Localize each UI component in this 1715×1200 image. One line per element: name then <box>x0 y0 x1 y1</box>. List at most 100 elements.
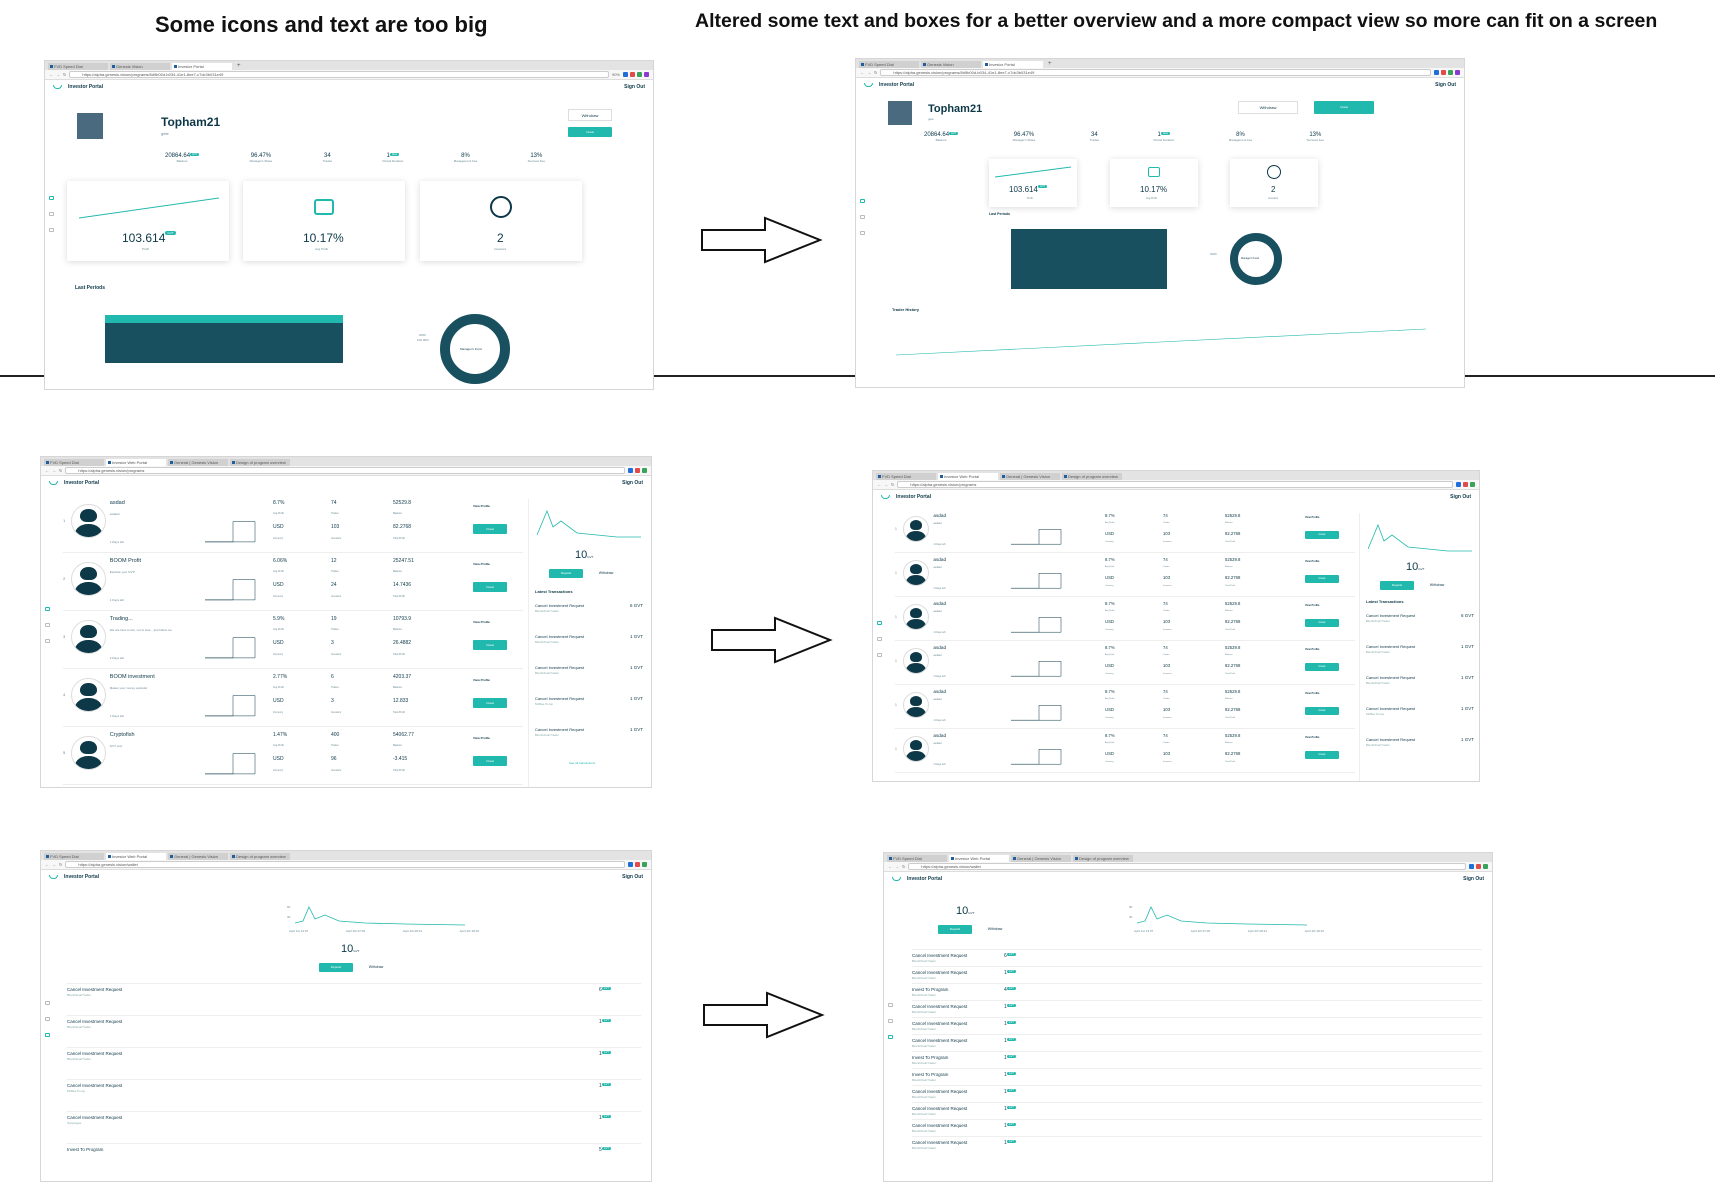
program-name[interactable]: BOOM Profit <box>109 557 141 564</box>
transaction-row[interactable]: Invest To Program BlockChainTrader 1 GVT <box>912 1051 1482 1068</box>
programs-nav-icon[interactable] <box>887 1003 893 1007</box>
wallet-nav-icon[interactable] <box>44 1033 50 1037</box>
transaction-row[interactable]: Cancel Investment Request BlockChainTrade… <box>912 949 1482 966</box>
wallet-nav-icon[interactable] <box>48 228 54 232</box>
portfolio-nav-icon[interactable] <box>48 212 54 216</box>
back-icon[interactable]: ← <box>45 862 49 867</box>
browser-tab[interactable]: FVD Speed Dial <box>876 473 936 480</box>
withdraw-button[interactable]: Withdraw <box>987 927 1003 931</box>
signout-link[interactable]: Sign Out <box>1450 494 1471 500</box>
browser-tab[interactable]: Design of program overview <box>1073 855 1133 862</box>
zoom-level[interactable]: 90% <box>611 72 620 77</box>
program-name[interactable]: Cryptofish <box>109 731 135 738</box>
view-profile-button[interactable]: View Profile <box>1305 691 1320 695</box>
invest-button[interactable]: Invest <box>1305 751 1339 759</box>
program-row[interactable]: 1 asdad asdasd 1 Days left 8.7% Avg Profit USD… <box>895 509 1355 553</box>
transaction-row[interactable]: Cancel Investment Request BlockChainTrade… <box>912 1119 1482 1136</box>
invest-button[interactable]: Invest <box>473 524 507 535</box>
url-input[interactable]: https://alpha.genesis.vision/programs <box>897 481 1453 488</box>
transaction-row[interactable]: Cancel Investment Request BlockChainTrade… <box>67 1015 641 1047</box>
program-row[interactable]: 1 asdad asdasd 1 Days left 8.7% Avg Profit USD… <box>895 729 1355 773</box>
transaction-row[interactable]: Cancel Investment Request BlockChainTrade… <box>912 1017 1482 1034</box>
new-tab-button[interactable]: + <box>237 63 241 69</box>
url-input[interactable]: https://alpha.genesis.vision/programs <box>65 467 625 474</box>
invest-button[interactable]: Invest <box>1314 101 1374 114</box>
programs-nav-icon[interactable] <box>859 199 865 203</box>
transaction-row[interactable]: Cancel Investment Request BlockChainTrade… <box>912 1136 1482 1153</box>
toolbar-icons[interactable] <box>1434 70 1460 75</box>
program-name[interactable]: asdad <box>933 556 947 562</box>
program-name[interactable]: asdad <box>109 499 125 506</box>
toolbar-icons[interactable] <box>623 72 649 77</box>
deposit-button[interactable]: Deposit <box>549 569 583 578</box>
wallet-nav-icon[interactable] <box>859 231 865 235</box>
browser-tab[interactable]: FVD Speed Dial <box>887 855 947 862</box>
browser-tab[interactable]: FVD Speed Dial <box>44 853 104 860</box>
forward-icon[interactable]: → <box>867 70 871 75</box>
forward-icon[interactable]: → <box>52 468 56 473</box>
wallet-nav-icon[interactable] <box>44 639 50 643</box>
portfolio-nav-icon[interactable] <box>44 623 50 627</box>
transaction-row[interactable]: Cancel Investment Request Sunplugee 1 GVT <box>67 1111 641 1143</box>
portfolio-nav-icon[interactable] <box>44 1017 50 1021</box>
withdraw-button[interactable]: Withdraw <box>368 965 384 969</box>
view-profile-button[interactable]: View Profile <box>1305 603 1320 607</box>
browser-tab[interactable]: FVD Speed Dial <box>48 63 108 70</box>
back-icon[interactable]: ← <box>49 72 53 77</box>
withdraw-button[interactable]: Withdraw <box>598 571 614 575</box>
transaction-row[interactable]: Cancel Investment Request BlockChainTrade… <box>535 634 643 665</box>
program-row[interactable]: 1 asdad asdasd 1 Days left 8.7% Avg Profit USD… <box>63 495 523 553</box>
reload-icon[interactable]: ↻ <box>891 482 895 487</box>
invest-button[interactable]: Invest <box>568 127 612 137</box>
transaction-row[interactable]: Cancel Investment Request BlockChainTrade… <box>912 966 1482 983</box>
signout-link[interactable]: Sign Out <box>1463 876 1484 882</box>
browser-tab[interactable]: General | Genesis Vision <box>1011 855 1071 862</box>
toolbar-icons[interactable] <box>628 862 647 867</box>
transaction-row[interactable]: Cancel Investment Request BlockChainTrade… <box>912 1102 1482 1119</box>
browser-tab[interactable]: Design of program overview <box>230 853 290 860</box>
reload-icon[interactable]: ↻ <box>59 862 63 867</box>
forward-icon[interactable]: → <box>884 482 888 487</box>
invest-button[interactable]: Invest <box>1305 707 1339 715</box>
deposit-button[interactable]: Deposit <box>1380 581 1414 590</box>
logo-icon[interactable] <box>881 495 890 499</box>
forward-icon[interactable]: → <box>895 864 899 869</box>
view-profile-button[interactable]: View Profile <box>473 677 490 682</box>
transaction-row[interactable]: Cancel Investment Request BlockChainTrade… <box>535 727 643 758</box>
transaction-row[interactable]: Cancel Investment Request McBee Pump 1 GVT <box>67 1079 641 1111</box>
signout-link[interactable]: Sign Out <box>622 480 643 486</box>
view-profile-button[interactable]: View Profile <box>473 619 490 624</box>
toolbar-icons[interactable] <box>628 468 647 473</box>
browser-tab[interactable]: Investor Portal <box>983 61 1043 68</box>
logo-icon[interactable] <box>49 875 58 879</box>
transaction-row[interactable]: Cancel Investment Request BlockChainTrade… <box>1366 613 1474 644</box>
program-name[interactable]: Trading... <box>109 615 133 622</box>
invest-button[interactable]: Invest <box>473 698 507 709</box>
view-profile-button[interactable]: View Profile <box>473 735 490 740</box>
signout-link[interactable]: Sign Out <box>624 84 645 90</box>
withdraw-button[interactable]: Withdraw <box>1238 101 1298 114</box>
back-icon[interactable]: ← <box>888 864 892 869</box>
view-profile-button[interactable]: View Profile <box>473 561 490 566</box>
program-name[interactable]: asdad <box>933 644 947 650</box>
new-tab-button[interactable]: + <box>1048 61 1052 67</box>
deposit-button[interactable]: Deposit <box>938 925 972 934</box>
transaction-row[interactable]: Cancel Investment Request McBee Pump 1 GVT <box>1366 706 1474 737</box>
invest-button[interactable]: Invest <box>473 640 507 651</box>
program-row[interactable]: 2 BOOM Profit Explode your GVT! 1 Days left… <box>63 553 523 611</box>
forward-icon[interactable]: → <box>56 72 60 77</box>
view-profile-button[interactable]: View Profile <box>1305 735 1320 739</box>
program-name[interactable]: asdad <box>933 600 947 606</box>
transaction-row[interactable]: Cancel Investment Request BlockChainTrade… <box>1366 737 1474 768</box>
browser-tab[interactable]: Investor Web Portal <box>106 853 166 860</box>
reload-icon[interactable]: ↻ <box>59 468 63 473</box>
invest-button[interactable]: Invest <box>1305 575 1339 583</box>
transaction-row[interactable]: Cancel Investment Request BlockChainTrade… <box>535 665 643 696</box>
view-profile-button[interactable]: View Profile <box>473 503 490 508</box>
portfolio-nav-icon[interactable] <box>876 637 882 641</box>
browser-tab[interactable]: Design of program overview <box>1062 473 1122 480</box>
view-profile-button[interactable]: View Profile <box>1305 559 1320 563</box>
back-icon[interactable]: ← <box>877 482 881 487</box>
signout-link[interactable]: Sign Out <box>622 874 643 880</box>
toolbar-icons[interactable] <box>1456 482 1475 487</box>
